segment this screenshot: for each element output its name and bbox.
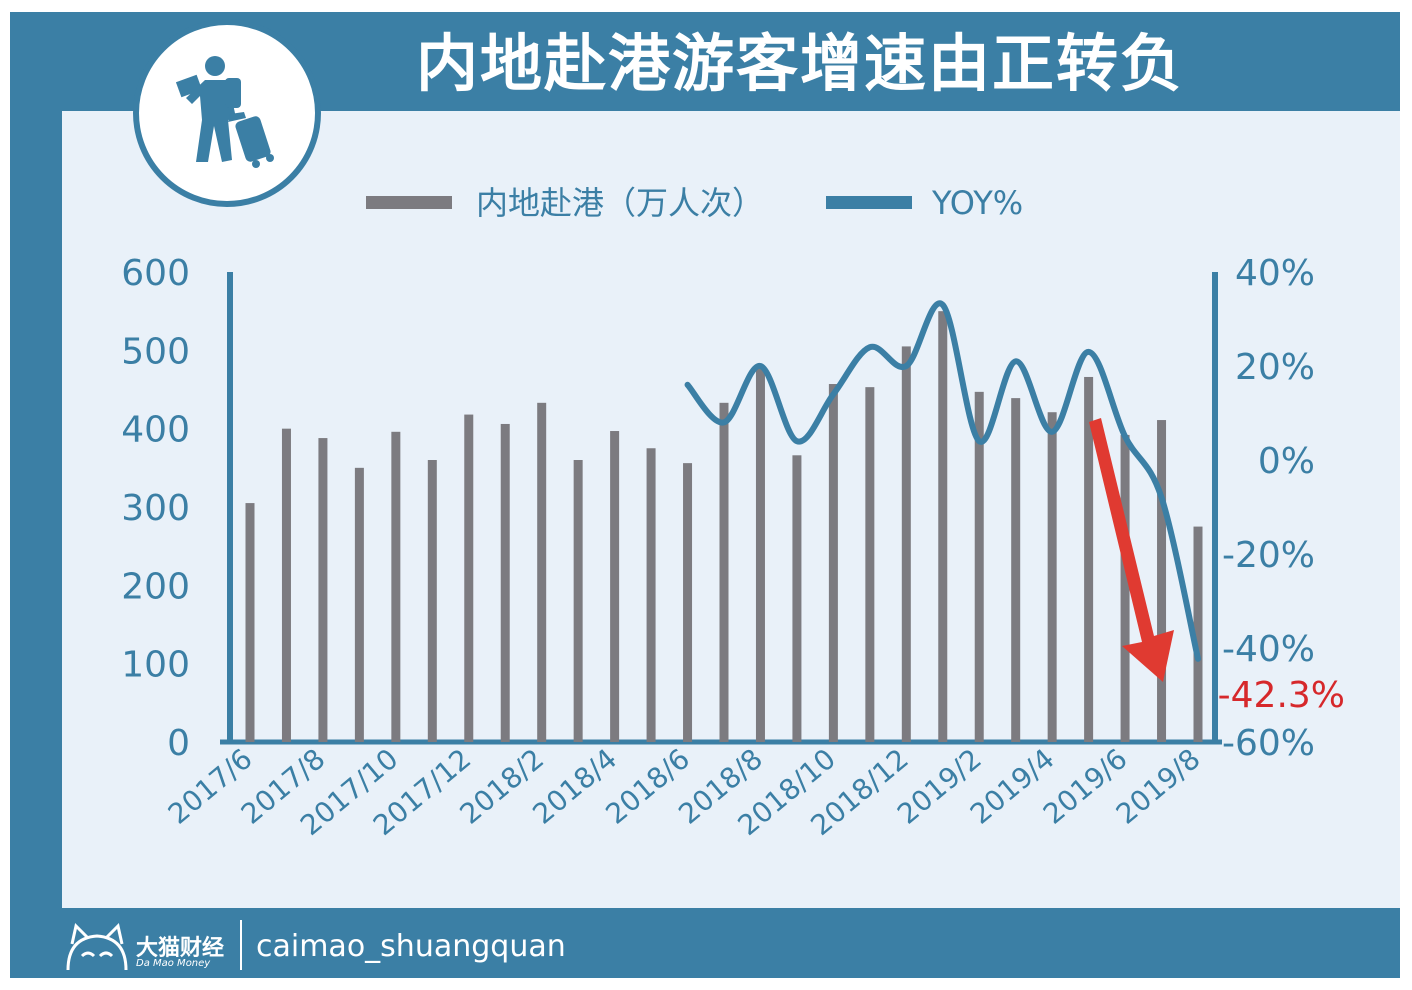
legend-swatch-line bbox=[826, 196, 912, 209]
y-right-tick-label: 20% bbox=[1235, 347, 1315, 388]
bar bbox=[610, 431, 620, 742]
y-left-tick-label: 0 bbox=[167, 723, 190, 764]
x-tick-label: 2019/8 bbox=[1110, 742, 1207, 831]
y-right-tick-label: -20% bbox=[1222, 535, 1315, 576]
social-handle: caimao_shuangquan bbox=[256, 929, 566, 964]
bar bbox=[938, 311, 948, 742]
yoy-line bbox=[684, 300, 1201, 662]
bar bbox=[901, 346, 911, 742]
bar bbox=[683, 463, 693, 742]
y-left-tick-label: 400 bbox=[121, 410, 190, 451]
bar bbox=[1084, 376, 1094, 742]
bar bbox=[1193, 526, 1203, 742]
bar bbox=[245, 503, 255, 742]
bar bbox=[500, 423, 510, 742]
bar bbox=[828, 384, 838, 742]
bar bbox=[354, 467, 364, 742]
y-left-tick-label: 300 bbox=[121, 488, 190, 529]
legend-label-line: YOY% bbox=[931, 184, 1023, 222]
bar bbox=[1011, 398, 1021, 742]
yoy-annotation-label: -42.3% bbox=[1218, 675, 1345, 716]
bar bbox=[974, 391, 984, 742]
legend-label-bars: 内地赴港（万人次） bbox=[476, 184, 764, 222]
page-title: 内地赴港游客增速由正转负 bbox=[415, 27, 1184, 100]
down-arrow-icon bbox=[1089, 418, 1174, 682]
traveler-with-luggage-icon bbox=[175, 56, 274, 168]
y-left-tick-label: 100 bbox=[121, 645, 190, 686]
bar bbox=[281, 428, 291, 742]
bar bbox=[427, 460, 437, 742]
bar bbox=[1047, 412, 1057, 742]
bar bbox=[792, 455, 802, 742]
y-left-tick-label: 500 bbox=[121, 331, 190, 372]
y-left-tick-label: 600 bbox=[121, 253, 190, 294]
bar bbox=[1157, 420, 1167, 742]
cat-logo-icon bbox=[66, 923, 128, 971]
bar bbox=[318, 438, 328, 742]
y-right-tick-label: 0% bbox=[1258, 441, 1315, 482]
brand-name: 大猫财经 bbox=[136, 936, 225, 961]
y-right-tick-label: 40% bbox=[1235, 253, 1315, 294]
brand-divider bbox=[240, 920, 242, 970]
legend-swatch-bars bbox=[366, 196, 452, 209]
y-right-tick-label: -60% bbox=[1222, 723, 1315, 764]
y-right-tick-label: -40% bbox=[1222, 629, 1315, 670]
bar bbox=[391, 431, 401, 742]
y-left-tick-label: 200 bbox=[121, 566, 190, 607]
bar bbox=[537, 402, 547, 742]
bar bbox=[865, 387, 875, 742]
bar bbox=[1120, 434, 1130, 742]
bar bbox=[646, 448, 656, 742]
bar bbox=[573, 460, 583, 742]
bar bbox=[464, 414, 474, 742]
footer bbox=[0, 908, 1412, 990]
bar bbox=[719, 402, 729, 742]
bar bbox=[755, 366, 765, 742]
brand-name-en: Da Mao Money bbox=[136, 958, 211, 969]
